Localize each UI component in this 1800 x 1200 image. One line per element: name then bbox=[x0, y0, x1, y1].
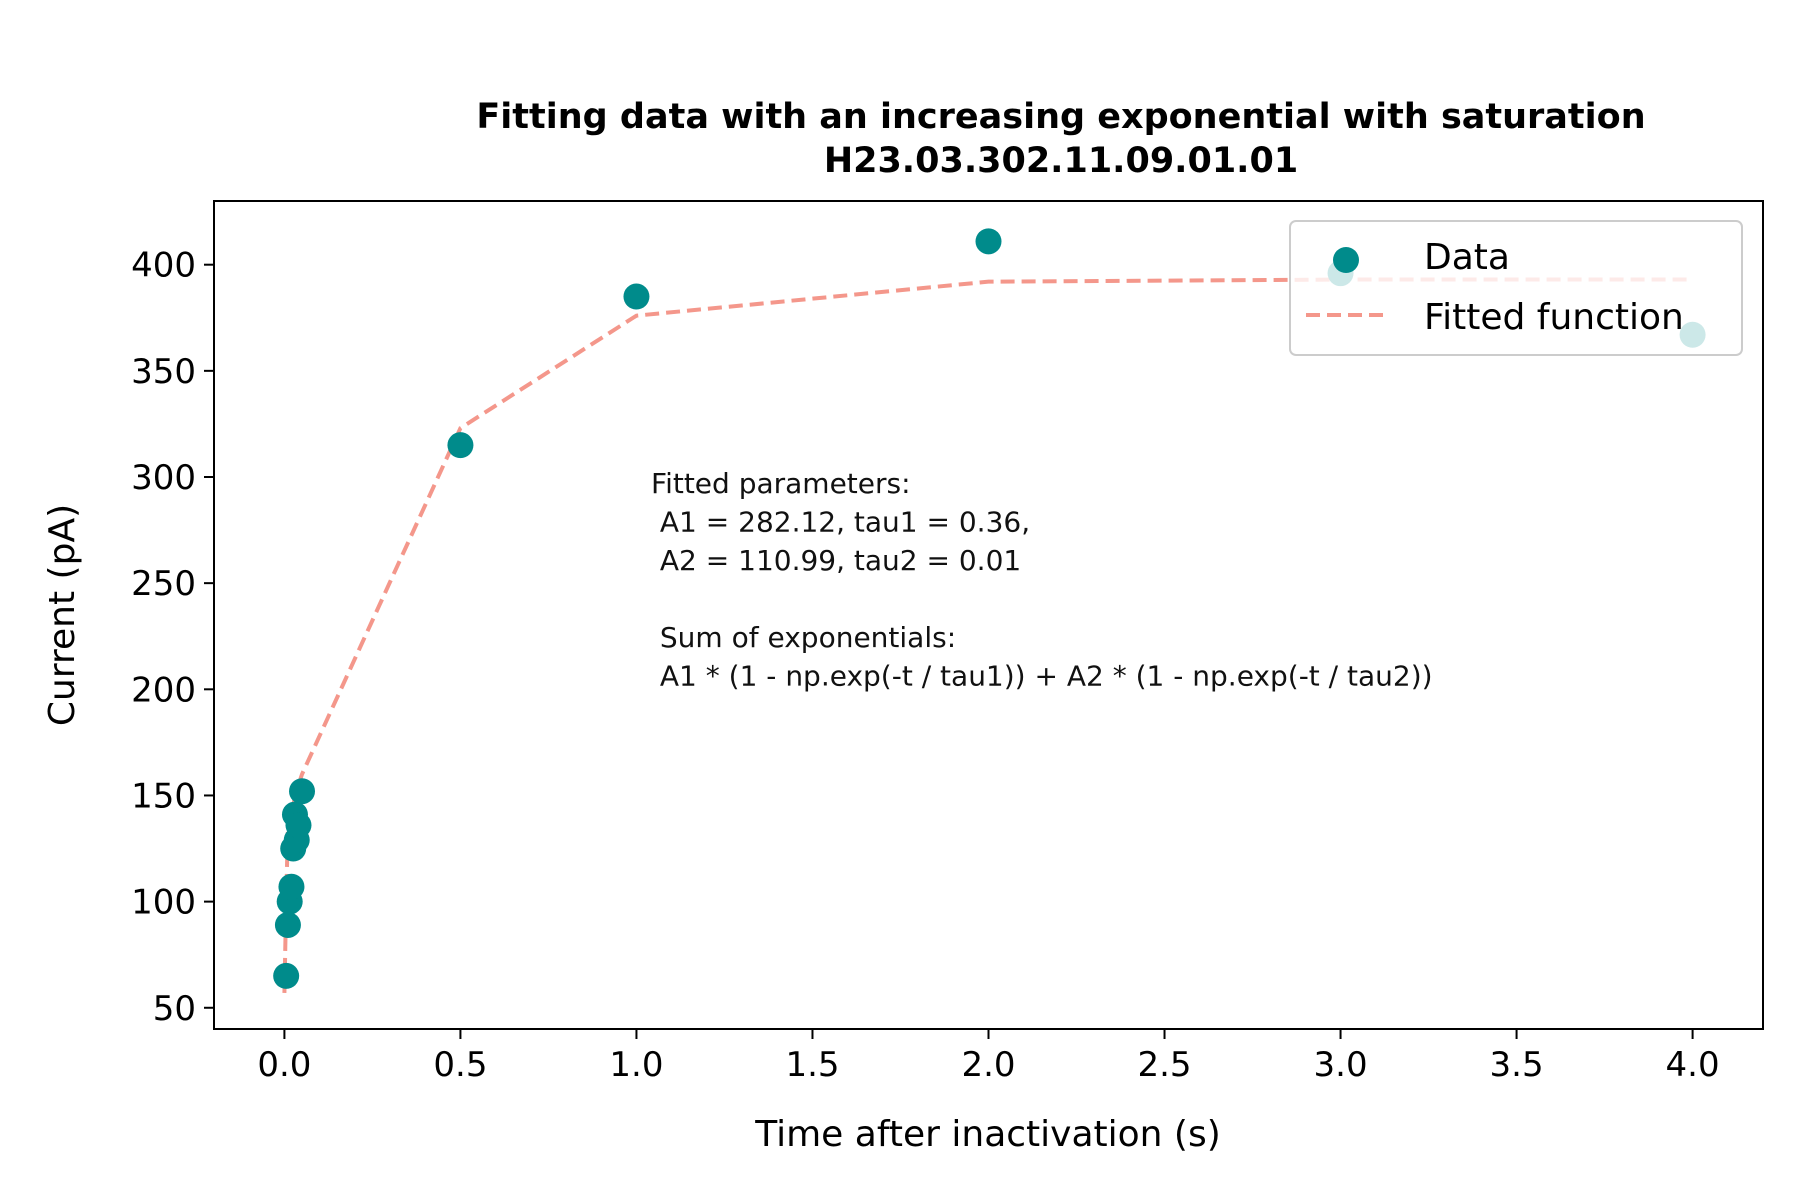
y-tick-label: 250 bbox=[131, 564, 196, 604]
fitted-function-line bbox=[282, 277, 1693, 993]
data-point bbox=[273, 962, 300, 989]
annotation-line: Sum of exponentials: bbox=[651, 621, 956, 654]
x-tick-label: 2.5 bbox=[1137, 1045, 1191, 1085]
y-tick-label: 100 bbox=[131, 883, 196, 923]
annotation-line: A1 * (1 - np.exp(-t / tau1)) + A2 * (1 -… bbox=[651, 660, 1433, 693]
x-tick-label: 3.0 bbox=[1314, 1045, 1368, 1085]
annotation-line: A2 = 110.99, tau2 = 0.01 bbox=[651, 544, 1021, 577]
legend-fitted-label: Fitted function bbox=[1424, 297, 1684, 338]
data-point bbox=[289, 778, 316, 805]
y-tick-label: 200 bbox=[131, 670, 196, 710]
annotation-line: A1 = 282.12, tau1 = 0.36, bbox=[651, 506, 1030, 539]
x-tick-label: 3.5 bbox=[1490, 1045, 1544, 1085]
data-point bbox=[285, 812, 312, 839]
chart-title: Fitting data with an increasing exponent… bbox=[476, 97, 1645, 137]
x-tick-label: 0.5 bbox=[433, 1045, 487, 1085]
x-tick-label: 4.0 bbox=[1666, 1045, 1720, 1085]
legend-data-label: Data bbox=[1424, 237, 1510, 278]
x-axis-ticks: 0.0 0.5 1.0 1.5 2.0 2.5 3.0 3.5 4.0 bbox=[257, 1029, 1720, 1085]
x-axis-label: Time after inactivation (s) bbox=[754, 1114, 1221, 1155]
data-point bbox=[278, 873, 305, 900]
y-tick-label: 50 bbox=[153, 989, 196, 1029]
chart-subtitle: H23.03.302.11.09.01.01 bbox=[824, 141, 1298, 181]
fitted-function-layer bbox=[282, 277, 1693, 993]
data-point bbox=[274, 911, 301, 938]
y-tick-label: 350 bbox=[131, 352, 196, 392]
y-tick-label: 400 bbox=[131, 246, 196, 286]
y-axis-label: Current (pA) bbox=[42, 504, 83, 726]
legend-data-marker bbox=[1333, 247, 1359, 273]
x-tick-label: 1.5 bbox=[785, 1045, 839, 1085]
x-tick-label: 2.0 bbox=[961, 1045, 1015, 1085]
data-point bbox=[975, 228, 1002, 255]
x-tick-label: 0.0 bbox=[257, 1045, 311, 1085]
legend-box bbox=[1289, 220, 1743, 356]
data-point bbox=[623, 283, 650, 310]
x-tick-label: 1.0 bbox=[609, 1045, 663, 1085]
y-tick-label: 150 bbox=[131, 776, 196, 816]
data-point bbox=[447, 432, 474, 459]
y-axis-ticks: 50 100 150 200 250 300 350 400 bbox=[131, 246, 214, 1029]
fit-annotation: Fitted parameters: A1 = 282.12, tau1 = 0… bbox=[651, 467, 1433, 693]
plot-frame bbox=[213, 200, 1764, 1030]
legend: Data Fitted function bbox=[1289, 220, 1743, 356]
y-tick-label: 300 bbox=[131, 458, 196, 498]
annotation-line: Fitted parameters: bbox=[651, 467, 911, 500]
